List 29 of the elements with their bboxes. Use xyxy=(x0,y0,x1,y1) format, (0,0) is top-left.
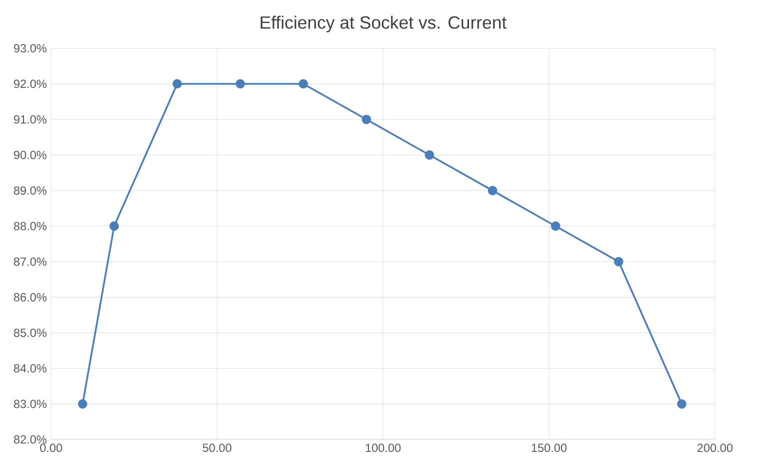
y-tick-label: 86.0% xyxy=(14,293,46,302)
y-tick-label: 87.0% xyxy=(14,257,46,266)
y-tick-label: 83.0% xyxy=(14,400,46,408)
y-tick-label: 88.0% xyxy=(14,222,46,230)
y-tick-label: 85.0% xyxy=(14,328,46,337)
point xyxy=(109,221,119,231)
x-tick-label: 50.00 xyxy=(202,444,232,452)
point xyxy=(488,186,498,196)
y-tick-label: 89.0% xyxy=(14,186,46,195)
point xyxy=(424,150,434,160)
point xyxy=(614,256,624,266)
y-tick-label: 91.0% xyxy=(14,115,46,124)
x-tick-label: 100.00 xyxy=(366,444,401,452)
y-tick-label: 93.0% xyxy=(14,44,46,52)
chart-title: Efficiency at Socket vs. Current xyxy=(260,16,507,32)
point xyxy=(550,221,560,231)
x-tick-label: 150.00 xyxy=(532,444,567,452)
point xyxy=(236,79,245,88)
y-tick-label: 92.0% xyxy=(14,80,46,88)
point xyxy=(78,399,88,409)
point xyxy=(298,79,308,88)
y-tick-label: 82.0% xyxy=(14,435,46,444)
y-tick-label: 84.0% xyxy=(14,364,46,372)
x-tick-label: 0.00 xyxy=(40,444,62,452)
point xyxy=(362,114,372,124)
point xyxy=(677,399,686,409)
x-tick-label: 200.00 xyxy=(697,444,733,452)
point xyxy=(172,79,182,88)
y-tick-label: 90.0% xyxy=(14,150,46,160)
